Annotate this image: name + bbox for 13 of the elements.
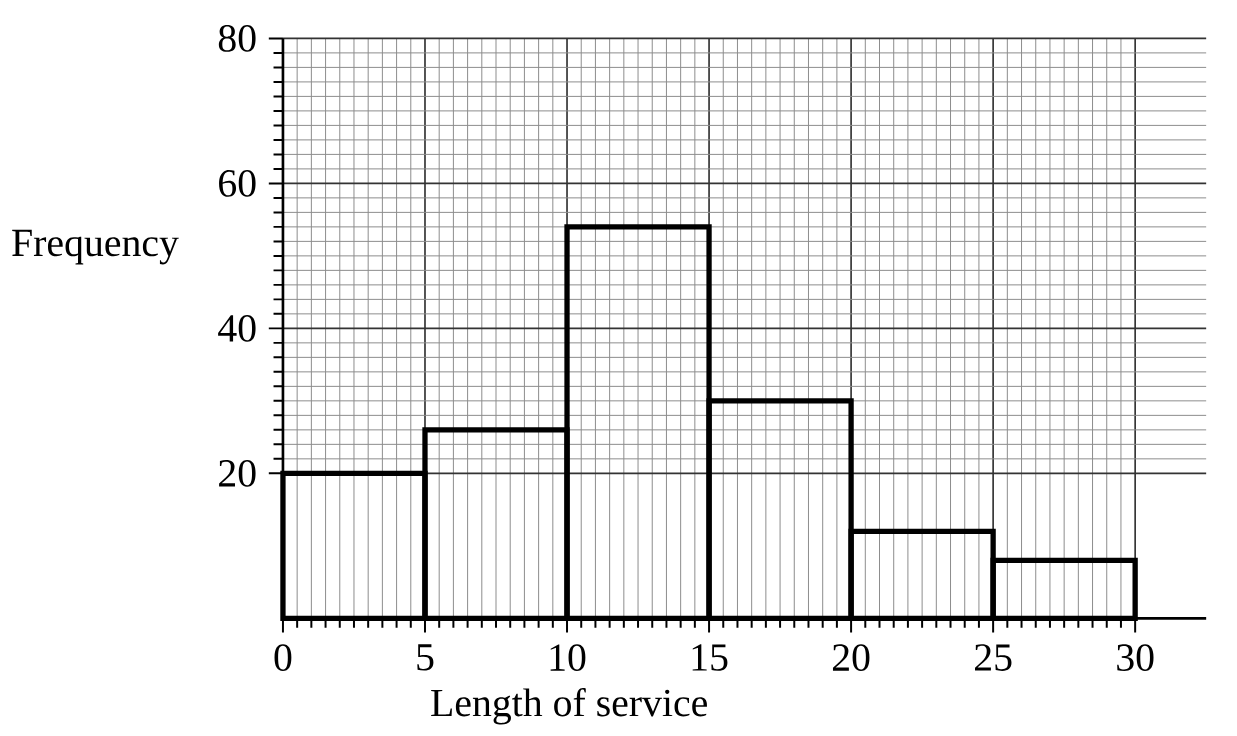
y-tick-label: 40 [218,315,256,342]
y-tick-label: 60 [219,170,256,197]
x-tick-label: 15 [692,644,728,671]
x-tick-label: 25 [975,644,1012,672]
x-tick-label: 30 [1117,644,1154,672]
y-axis-title: Frequency [12,230,179,265]
y-tick-label: 80 [218,25,256,52]
x-tick-label: 10 [550,644,586,672]
x-tick-label: 5 [417,644,434,671]
x-tick-label: 20 [832,644,870,672]
x-axis-title: Length of service [431,688,707,725]
y-tick-label: 20 [219,460,256,487]
x-tick-label: 0 [274,644,292,672]
